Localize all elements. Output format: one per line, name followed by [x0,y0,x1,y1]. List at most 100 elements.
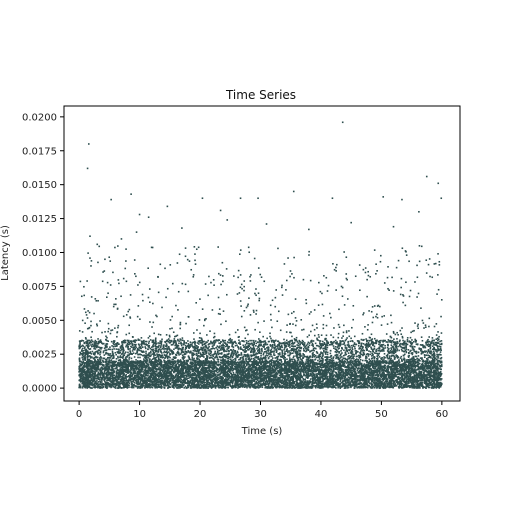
data-point [255,361,257,364]
data-point [186,370,189,373]
data-point [108,384,110,387]
data-point [318,376,321,378]
data-point [380,376,382,379]
data-point [128,360,130,362]
data-point [352,367,355,370]
data-point [91,376,93,378]
data-point [218,381,221,384]
data-point [190,387,193,389]
data-point [295,379,298,381]
data-point [352,362,354,365]
data-point [149,377,152,380]
data-point [259,382,261,384]
data-point [435,362,438,365]
data-point [164,364,167,366]
data-point [250,377,253,379]
data-point [250,367,252,369]
data-point [334,364,337,367]
data-point [391,378,394,381]
data-point [330,368,332,370]
data-point [260,374,262,377]
data-point [317,372,320,375]
data-point [271,387,274,389]
data-point [197,373,200,376]
data-point [409,375,412,378]
data-point [158,378,161,381]
data-point [201,369,204,371]
data-point [437,371,440,373]
data-point [379,366,382,368]
data-point [438,367,440,370]
data-point [323,370,325,372]
data-point [82,373,85,376]
data-point [104,382,107,385]
data-point [167,377,170,379]
data-point [377,378,380,380]
data-point [357,379,360,382]
data-point [435,373,437,376]
data-point [315,376,317,379]
data-point [410,379,412,381]
data-point [231,362,234,365]
data-point [415,369,417,371]
data-point [345,371,348,373]
data-point [129,369,132,372]
data-point [206,361,209,363]
data-point [266,381,269,384]
data-point [215,366,217,369]
data-point [218,370,220,373]
data-point [129,371,131,373]
data-point [209,366,211,369]
data-point [180,365,183,368]
data-point [429,369,432,371]
data-point [410,361,413,363]
data-point [290,363,292,365]
data-point [154,370,157,373]
data-point [192,377,195,379]
data-point [431,386,433,389]
data-point [358,365,360,367]
data-point [177,365,179,368]
data-point [343,377,346,379]
data-point [330,375,333,377]
data-point [440,379,442,381]
data-point [175,382,177,385]
data-point [99,368,102,370]
data-point [151,384,154,387]
data-point [369,372,372,375]
data-point [282,369,285,371]
data-point [202,362,205,365]
data-point [290,379,292,381]
data-point [434,363,437,365]
data-point [435,387,438,389]
data-point [166,383,169,386]
data-point [93,365,95,368]
data-point [195,385,197,387]
data-point [402,384,405,387]
data-point [230,364,233,366]
data-point [270,363,273,365]
data-point [307,384,310,386]
data-point [78,374,80,377]
data-point [342,373,344,375]
data-point [157,375,159,377]
data-point [148,386,151,388]
data-point [156,362,159,364]
data-point [258,384,260,387]
data-point [123,378,125,380]
data-point [273,368,275,371]
data-point [319,360,322,363]
data-point [151,383,154,386]
data-point [251,365,254,368]
data-point [243,386,246,389]
data-point [251,377,254,380]
data-point [250,373,253,375]
data-point [181,361,184,364]
data-point [295,363,298,366]
data-point [211,361,214,363]
data-point [289,380,292,382]
data-point [367,362,370,365]
data-point [244,373,247,375]
data-point [104,367,107,370]
data-point [379,384,381,387]
